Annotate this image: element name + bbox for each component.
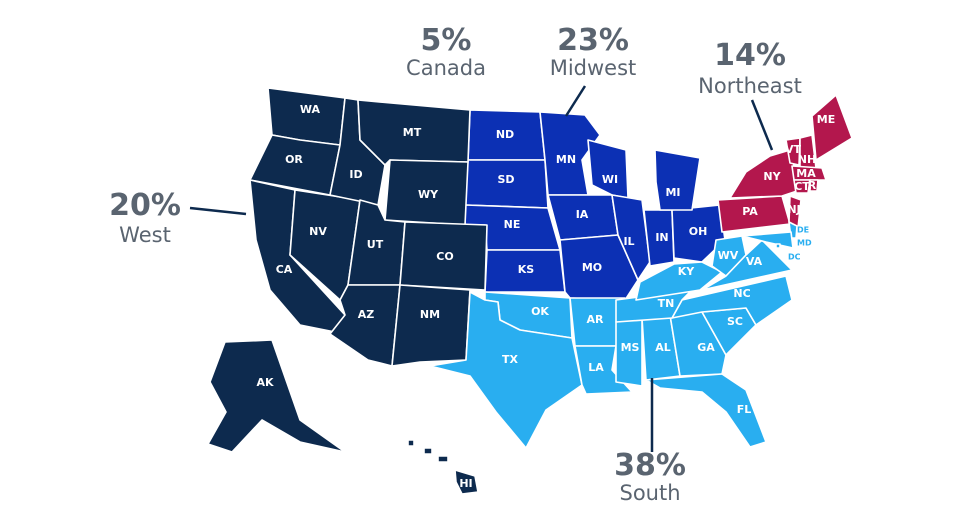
state-label: KY [678, 265, 696, 278]
state-label: WV [718, 249, 739, 262]
island [407, 439, 415, 447]
state-label: VA [746, 255, 763, 268]
state-label: OH [689, 225, 708, 238]
state-label: TX [502, 353, 519, 366]
region-name: Midwest [550, 56, 637, 80]
island [423, 447, 433, 455]
state-shape [775, 243, 781, 249]
state-shape [587, 139, 629, 199]
region-share: 23% [557, 23, 629, 58]
state-label: OK [531, 305, 549, 318]
state-label: IN [655, 231, 668, 244]
region-name: West [119, 223, 171, 247]
state-shape [809, 179, 819, 192]
state-label: HI [459, 477, 472, 490]
state-label: NH [798, 153, 816, 166]
state-shape [645, 373, 767, 448]
region-share: 20% [109, 188, 181, 223]
region-share: 5% [421, 23, 472, 58]
state-label: TN [658, 297, 675, 310]
state-shape [785, 137, 801, 166]
region-share: 14% [714, 38, 786, 73]
state-label: FL [737, 403, 752, 416]
state-shape [791, 165, 827, 181]
state-label: DC [788, 253, 801, 262]
island [437, 455, 449, 463]
state-label: NM [420, 308, 440, 321]
leader-line [750, 99, 774, 151]
state-label: SD [497, 173, 514, 186]
state-shape [207, 339, 346, 453]
state-label: MN [556, 153, 576, 166]
state-label: AZ [358, 308, 375, 321]
state-shape [454, 469, 479, 495]
state-label: ND [496, 128, 514, 141]
state-shape [429, 291, 583, 449]
state-label: MT [403, 126, 422, 139]
state-label: GA [697, 341, 715, 354]
state-label: WA [300, 103, 321, 116]
leader-line [189, 206, 247, 216]
state-label: IA [576, 208, 589, 221]
state-label: SC [727, 315, 743, 328]
state-label: RI [808, 179, 821, 192]
state-label: NV [309, 225, 327, 238]
state-label: ME [817, 113, 835, 126]
state-label: MD [797, 239, 812, 248]
state-label: PA [742, 205, 758, 218]
state-label: WY [418, 188, 439, 201]
state-label: LA [588, 361, 604, 374]
state-label: AL [655, 341, 671, 354]
state-label: AR [587, 313, 605, 326]
state-label: KS [518, 263, 535, 276]
state-shape [654, 149, 701, 211]
state-label: MI [665, 186, 680, 199]
state-shape [539, 111, 601, 196]
state-label: IL [623, 235, 634, 248]
state-label: VT [785, 143, 802, 156]
state-shape [701, 239, 793, 291]
state-shape [811, 94, 853, 161]
state-label: MO [582, 261, 602, 274]
region-name: Northeast [698, 74, 802, 98]
state-shape [611, 194, 651, 281]
state-label: ID [349, 168, 362, 181]
state-label: NE [504, 218, 521, 231]
region-name: South [619, 481, 680, 505]
state-label: NY [763, 170, 781, 183]
state-shape [793, 179, 811, 194]
state-label: WI [602, 173, 618, 186]
state-label: UT [367, 238, 384, 251]
region-share: 38% [614, 448, 686, 483]
state-shape [391, 284, 471, 367]
state-label: CO [436, 250, 453, 263]
state-label: NJ [787, 203, 800, 216]
state-label: MS [621, 341, 640, 354]
state-label: MA [796, 167, 816, 180]
leader-line [564, 85, 587, 117]
state-shape [399, 221, 488, 291]
state-label: CT [794, 180, 810, 193]
state-shape [671, 275, 793, 326]
state-label: AK [256, 376, 274, 389]
region-name: Canada [406, 56, 486, 80]
state-label: NC [733, 287, 750, 300]
state-shape [788, 195, 802, 229]
state-label: DE [797, 226, 809, 235]
state-label: CA [276, 263, 293, 276]
state-label: OR [285, 153, 303, 166]
